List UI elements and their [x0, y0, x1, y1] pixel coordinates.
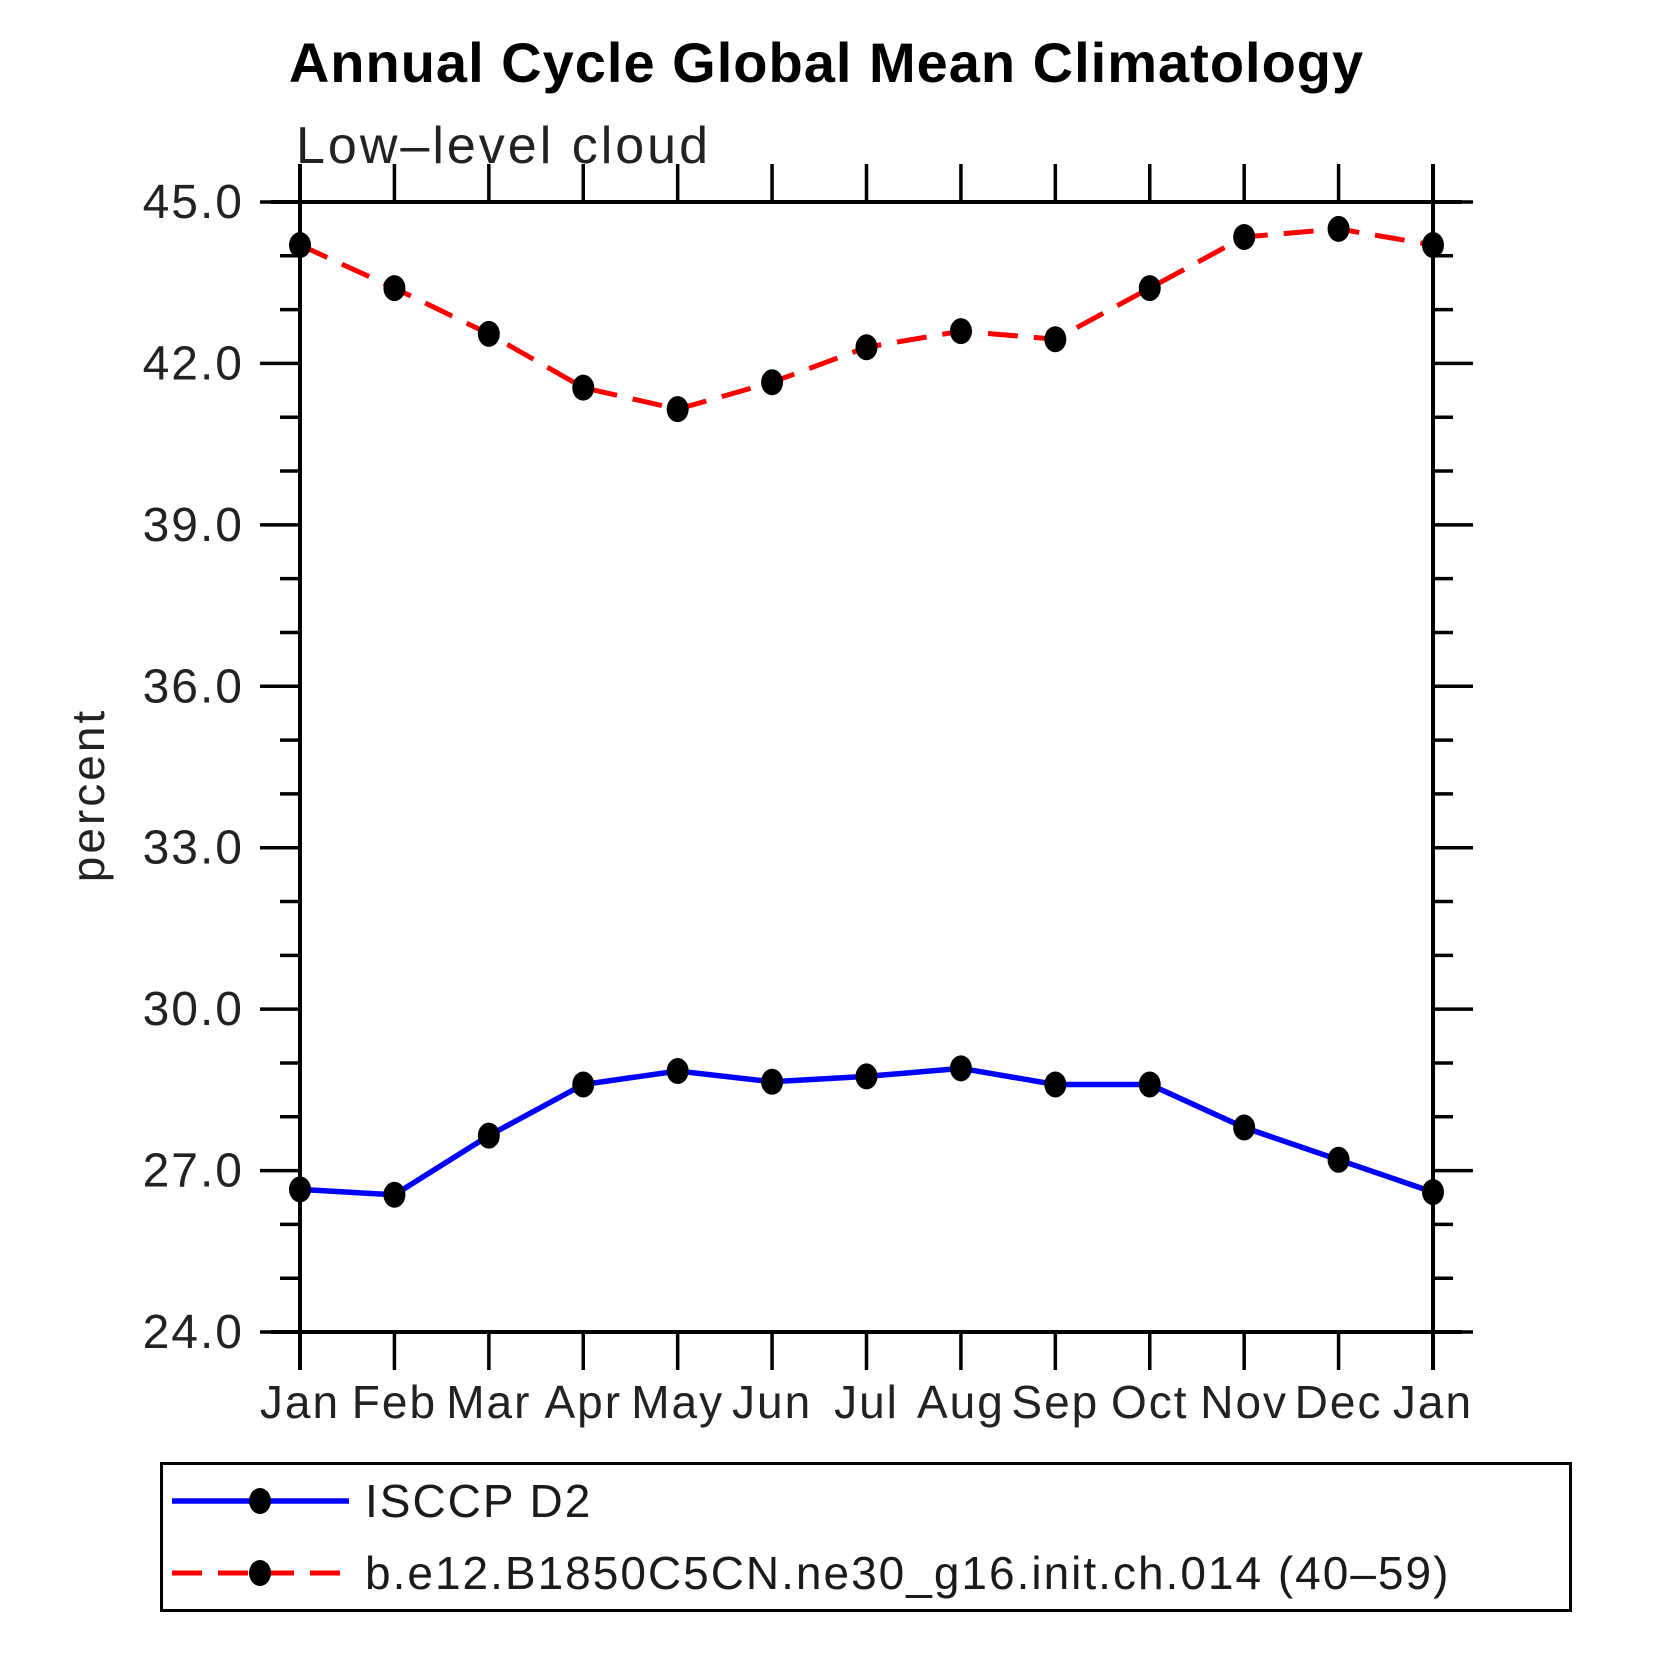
data-point	[477, 320, 500, 347]
data-point	[666, 396, 689, 423]
data-point	[1138, 275, 1161, 302]
data-point	[1138, 1071, 1161, 1098]
data-point	[1233, 223, 1256, 250]
chart-subtitle: Low–level cloud	[296, 117, 712, 175]
legend-row-isccp: ISCCP D2	[163, 1465, 1569, 1537]
y-tick-label: 30.0	[143, 983, 244, 1036]
data-point	[1422, 232, 1444, 259]
data-point	[477, 1122, 500, 1149]
data-point	[949, 1055, 972, 1082]
x-tick-label: Jun	[732, 1376, 812, 1428]
x-tick-label: May	[631, 1376, 724, 1428]
x-tick-label: Dec	[1295, 1376, 1383, 1428]
data-point	[1327, 1146, 1350, 1173]
y-tick-label: 39.0	[143, 499, 244, 552]
x-tick-label: Nov	[1200, 1376, 1288, 1428]
y-tick-label: 27.0	[143, 1145, 244, 1198]
y-tick-label: 33.0	[143, 822, 244, 875]
legend: ISCCP D2 b.e12.B1850C5CN.ne30_g16.init.c…	[160, 1462, 1572, 1612]
series-line-1	[298, 226, 1434, 412]
y-tick-label: 24.0	[143, 1306, 244, 1359]
legend-marker-icon	[249, 1560, 271, 1586]
legend-line-sample-solid	[172, 1488, 349, 1514]
y-tick-label: 36.0	[143, 660, 244, 713]
legend-row-model: b.e12.B1850C5CN.ne30_g16.init.ch.014 (40…	[163, 1537, 1569, 1609]
data-point	[949, 318, 972, 345]
data-point	[1327, 215, 1350, 242]
x-tick-label: Jan	[260, 1376, 340, 1428]
data-point	[289, 232, 311, 259]
x-tick-label: Mar	[446, 1376, 531, 1428]
data-point	[383, 275, 406, 302]
data-point	[572, 1071, 595, 1098]
data-point	[1044, 1071, 1067, 1098]
x-tick-label: Apr	[544, 1376, 622, 1428]
legend-label-isccp: ISCCP D2	[365, 1475, 593, 1527]
y-tick-label: 45.0	[143, 176, 244, 229]
x-tick-label: Aug	[917, 1376, 1005, 1428]
x-tick-label: Feb	[352, 1376, 437, 1428]
data-point	[1044, 326, 1067, 353]
chart-title: Annual Cycle Global Mean Climatology	[288, 31, 1365, 94]
legend-label-model: b.e12.B1850C5CN.ne30_g16.init.ch.014 (40…	[365, 1547, 1451, 1599]
data-point	[572, 374, 595, 401]
data-point	[761, 369, 784, 396]
data-point	[855, 1063, 878, 1090]
x-tick-label: Jul	[834, 1376, 899, 1428]
data-point	[855, 334, 878, 361]
x-tick-label: Sep	[1011, 1376, 1099, 1428]
y-tick-label: 42.0	[143, 337, 244, 390]
legend-line-sample-dashed	[172, 1560, 349, 1586]
data-point	[666, 1058, 689, 1085]
data-point	[1422, 1179, 1444, 1206]
data-point	[289, 1176, 311, 1203]
x-tick-label: Oct	[1111, 1376, 1189, 1428]
legend-marker-icon	[249, 1488, 271, 1514]
data-point	[383, 1181, 406, 1208]
data-point	[761, 1068, 784, 1095]
x-tick-label: Jan	[1393, 1376, 1473, 1428]
data-point	[1233, 1114, 1256, 1141]
